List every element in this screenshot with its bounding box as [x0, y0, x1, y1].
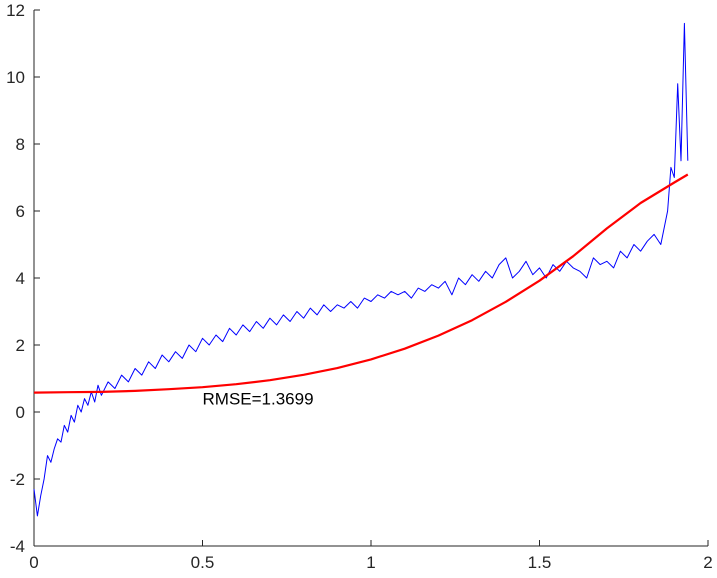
- y-tick-label: -2: [10, 470, 25, 489]
- x-tick-label: 0.5: [191, 553, 215, 572]
- y-tick-label: 8: [16, 135, 25, 154]
- y-tick-label: 6: [16, 202, 25, 221]
- x-tick-label: 1: [366, 553, 375, 572]
- tick-labels: 0 0.5 1 1.5 2 -4 -2 0 2 4 6 8 10 12: [6, 1, 713, 572]
- annotations: RMSE=1.3699: [203, 390, 314, 409]
- y-tick-label: 4: [16, 269, 25, 288]
- series-line-fit: [33, 173, 689, 394]
- series-line-data: [33, 22, 689, 517]
- y-tick-label: 0: [16, 403, 25, 422]
- y-tick-label: 12: [6, 1, 25, 20]
- y-tick-label: 2: [16, 336, 25, 355]
- x-tick-label: 1.5: [528, 553, 552, 572]
- axes: [33, 9, 709, 547]
- series-group: [33, 22, 689, 517]
- x-tick-label: 2: [703, 553, 712, 572]
- y-tick-label: 10: [6, 68, 25, 87]
- x-tick-label: 0: [29, 553, 38, 572]
- rmse-annotation: RMSE=1.3699: [203, 390, 314, 409]
- y-tick-label: -4: [10, 537, 25, 556]
